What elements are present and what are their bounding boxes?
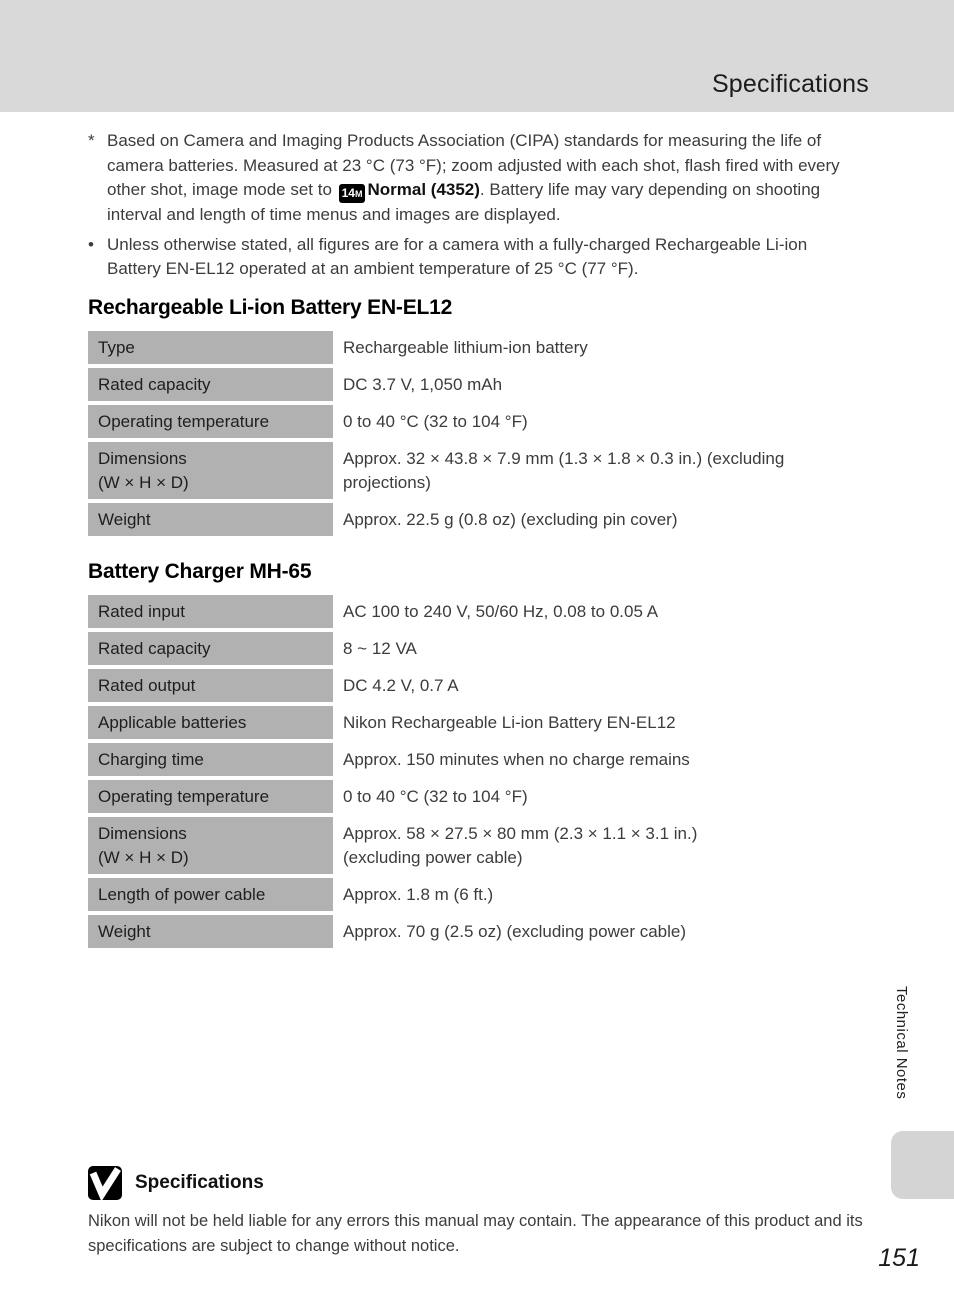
footer-note-header: Specifications: [88, 1166, 880, 1200]
row-value: Approx. 1.8 m (6 ft.): [343, 884, 494, 904]
table-row: Rated input AC 100 to 240 V, 50/60 Hz, 0…: [88, 594, 867, 628]
footnote-star-text: Based on Camera and Imaging Products Ass…: [107, 129, 855, 228]
row-value: Approx. 70 g (2.5 oz) (excluding power c…: [343, 921, 687, 941]
note-bullet-text: Unless otherwise stated, all figures are…: [107, 234, 808, 279]
table-row: Applicable batteries Nikon Rechargeable …: [88, 705, 867, 739]
row-label: Rated input: [88, 594, 333, 628]
footnote-text-before: Based on Camera and Imaging Products Ass…: [107, 131, 840, 199]
footer-note-text: Nikon will not be held liable for any er…: [88, 1212, 863, 1255]
table-row: Rated capacity DC 3.7 V, 1,050 mAh: [88, 367, 867, 401]
row-value: Approx. 32 × 43.8 × 7.9 mm (1.3 × 1.8 × …: [343, 448, 785, 492]
chapter-side-label: Technical Notes: [893, 986, 910, 1100]
row-label: Operating temperature: [88, 779, 333, 813]
image-mode-icon-number: 14: [341, 186, 355, 200]
charger-spec-table: Rated input AC 100 to 240 V, 50/60 Hz, 0…: [88, 594, 867, 948]
chapter-side-tab: [891, 1131, 954, 1199]
row-value: 0 to 40 °C (32 to 104 °F): [343, 411, 528, 431]
row-label: Charging time: [88, 742, 333, 776]
footnote-text-after: . Battery life may vary depending on sho…: [107, 180, 821, 224]
image-mode-icon-unit: M: [354, 189, 363, 199]
table-row: Weight Approx. 22.5 g (0.8 oz) (excludin…: [88, 502, 867, 536]
footnote-star-marker: *: [88, 131, 95, 150]
row-value: Rechargeable lithium-ion battery: [343, 337, 588, 357]
row-value: DC 4.2 V, 0.7 A: [343, 675, 459, 695]
row-label: Length of power cable: [88, 877, 333, 911]
table-row: Dimensions (W × H × D) Approx. 58 × 27.5…: [88, 816, 867, 874]
table-row: Weight Approx. 70 g (2.5 oz) (excluding …: [88, 914, 867, 948]
table-row: Operating temperature 0 to 40 °C (32 to …: [88, 779, 867, 813]
row-value: DC 3.7 V, 1,050 mAh: [343, 374, 503, 394]
footnote-star: * Based on Camera and Imaging Products A…: [88, 129, 866, 228]
note-bullet-marker: •: [88, 234, 94, 254]
row-value: Approx. 58 × 27.5 × 80 mm (2.3 × 1.1 × 3…: [343, 823, 698, 867]
row-label: Rated output: [88, 668, 333, 702]
note-bullet: • Unless otherwise stated, all figures a…: [88, 233, 866, 282]
page-header-band: Specifications: [0, 0, 954, 112]
row-label: Weight: [88, 914, 333, 948]
row-value: 0 to 40 °C (32 to 104 °F): [343, 786, 528, 806]
table-row: Rated capacity 8 ~ 12 VA: [88, 631, 867, 665]
row-label: Type: [88, 330, 333, 364]
row-value: 8 ~ 12 VA: [343, 638, 417, 658]
row-label: Weight: [88, 502, 333, 536]
main-content: * Based on Camera and Imaging Products A…: [0, 112, 954, 948]
battery-spec-table: Type Rechargeable lithium-ion battery Ra…: [88, 330, 867, 536]
table-row: Charging time Approx. 150 minutes when n…: [88, 742, 867, 776]
row-label: Rated capacity: [88, 367, 333, 401]
checkmark-badge-icon: [88, 1166, 122, 1200]
row-label: Dimensions (W × H × D): [88, 441, 333, 499]
table-row: Dimensions (W × H × D) Approx. 32 × 43.8…: [88, 441, 867, 499]
section-title-battery: Rechargeable Li-ion Battery EN-EL12: [88, 295, 453, 319]
image-mode-14m-icon: 14M: [338, 184, 366, 203]
row-label: Operating temperature: [88, 404, 333, 438]
table-row: Length of power cable Approx. 1.8 m (6 f…: [88, 877, 867, 911]
table-row: Rated output DC 4.2 V, 0.7 A: [88, 668, 867, 702]
row-label: Dimensions (W × H × D): [88, 816, 333, 874]
table-row: Operating temperature 0 to 40 °C (32 to …: [88, 404, 867, 438]
row-label: Applicable batteries: [88, 705, 333, 739]
header-title: Specifications: [711, 70, 869, 98]
image-mode-setting-label: Normal (4352): [367, 180, 480, 199]
section-title-charger: Battery Charger MH-65: [88, 559, 312, 583]
row-value: AC 100 to 240 V, 50/60 Hz, 0.08 to 0.05 …: [343, 601, 659, 621]
footer-note: Specifications Nikon will not be held li…: [88, 1166, 880, 1259]
row-label: Rated capacity: [88, 631, 333, 665]
row-value: Nikon Rechargeable Li-ion Battery EN-EL1…: [343, 712, 676, 732]
row-value: Approx. 22.5 g (0.8 oz) (excluding pin c…: [343, 509, 678, 529]
page-number: 151: [878, 1244, 920, 1272]
table-row: Type Rechargeable lithium-ion battery: [88, 330, 867, 364]
footer-note-title: Specifications: [135, 1172, 264, 1193]
row-value: Approx. 150 minutes when no charge remai…: [343, 749, 690, 769]
